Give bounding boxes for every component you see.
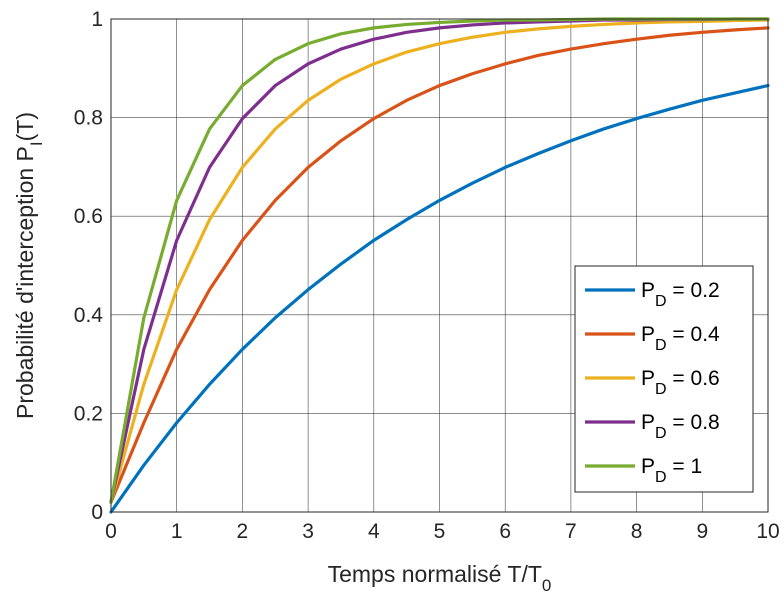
x-tick-label: 9 xyxy=(696,520,708,543)
y-tick-label: 0.4 xyxy=(74,304,104,327)
legend-entry: PD = 0.4 xyxy=(641,323,720,354)
y-tick-label: 1 xyxy=(91,8,103,31)
x-tick-label: 7 xyxy=(565,520,577,543)
x-tick-label: 1 xyxy=(171,520,183,543)
x-tick-label: 5 xyxy=(434,520,446,543)
y-axis-label: Probabilité d'interception PI(T) xyxy=(12,112,46,419)
tick-labels: 0 1 2 3 4 5 6 7 8 9 10 0 0.2 0.4 0.6 0.8 1 xyxy=(74,8,780,543)
x-axis-label: Temps normalisé T/T0 xyxy=(328,561,552,595)
legend-entry: PD = 0.2 xyxy=(641,279,720,310)
x-tick-label: 0 xyxy=(105,520,117,543)
plot-area-border xyxy=(110,18,769,513)
x-tick-label: 10 xyxy=(756,520,779,543)
series-line xyxy=(109,26,770,504)
x-tick-label: 4 xyxy=(368,520,380,543)
legend-entry: PD = 0.8 xyxy=(641,411,720,442)
legend-entry: PD = 1 xyxy=(641,455,702,486)
legend-entry: PD = 0.6 xyxy=(641,367,720,398)
x-tick-label: 8 xyxy=(631,520,643,543)
series-line xyxy=(109,18,770,504)
series-line xyxy=(109,83,770,514)
x-tick-label: 6 xyxy=(499,520,511,543)
x-tick-label: 2 xyxy=(237,520,249,543)
y-tick-label: 0.8 xyxy=(74,107,103,130)
legend: PD = 0.2 PD = 0.4 PD = 0.6 PD = 0.8 PD = 1 xyxy=(574,265,754,493)
y-tick-label: 0.2 xyxy=(74,402,103,425)
y-tick-label: 0 xyxy=(91,501,103,524)
y-tick-label: 0.6 xyxy=(74,205,103,228)
x-tick-label: 3 xyxy=(302,520,314,543)
